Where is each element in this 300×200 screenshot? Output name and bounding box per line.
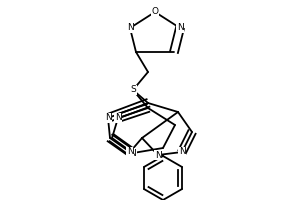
Text: N: N xyxy=(105,114,111,122)
Text: N: N xyxy=(127,148,134,156)
Text: S: S xyxy=(130,86,136,95)
Text: N: N xyxy=(154,150,161,160)
Text: N: N xyxy=(127,23,134,32)
Text: O: O xyxy=(152,7,158,17)
Text: N: N xyxy=(115,114,122,122)
Text: N: N xyxy=(178,148,185,156)
Text: N: N xyxy=(130,148,136,158)
Text: N: N xyxy=(177,23,183,32)
